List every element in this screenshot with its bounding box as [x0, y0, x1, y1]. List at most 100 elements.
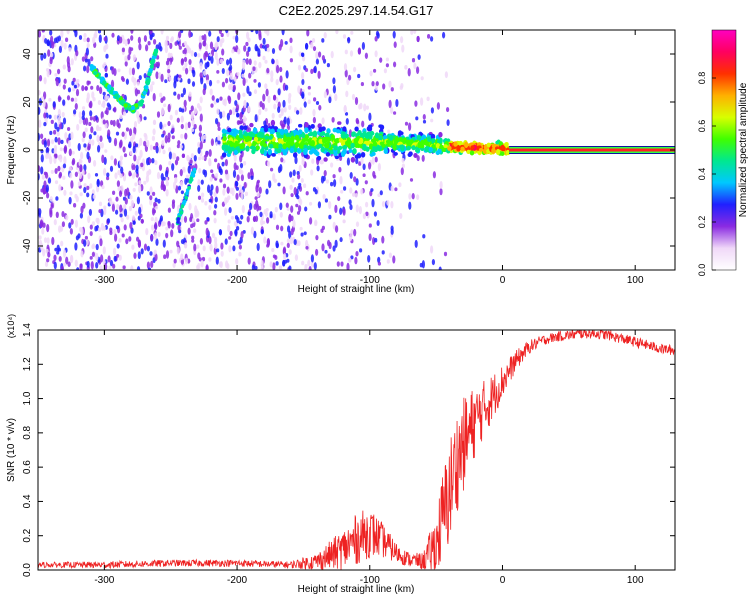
noise-blob: [218, 261, 222, 268]
noise-blob: [149, 251, 153, 256]
noise-blob: [349, 171, 353, 179]
noise-blob: [232, 245, 236, 252]
noise-blob: [414, 100, 418, 107]
noise-blob: [237, 240, 242, 245]
noise-blob: [443, 251, 448, 257]
noise-blob: [197, 195, 202, 200]
noise-blob: [242, 115, 247, 124]
band-blob: [289, 147, 295, 154]
noise-blob: [57, 165, 61, 172]
band-blob: [376, 144, 381, 151]
band-blob: [398, 141, 403, 146]
band-blob: [383, 148, 388, 155]
x-tick-label: 0: [500, 575, 506, 586]
noise-blob: [276, 64, 280, 74]
noise-blob: [357, 47, 361, 55]
noise-blob: [432, 171, 436, 179]
band-blob: [279, 128, 285, 136]
noise-blob: [140, 248, 144, 255]
noise-blob: [410, 30, 414, 35]
noise-blob: [93, 160, 97, 167]
noise-blob: [348, 199, 352, 205]
noise-blob: [46, 192, 50, 199]
noise-blob: [259, 211, 263, 218]
noise-blob: [376, 32, 380, 39]
noise-blob: [363, 103, 367, 112]
noise-blob: [109, 165, 114, 172]
noise-blob: [216, 69, 220, 74]
band-blob: [281, 148, 286, 153]
noise-blob: [193, 228, 197, 233]
noise-blob: [79, 263, 83, 270]
noise-blob: [409, 178, 414, 182]
noise-blob: [180, 239, 185, 245]
x-tick-label: -300: [94, 575, 114, 586]
noise-blob: [54, 153, 58, 159]
noise-blob: [360, 188, 364, 195]
noise-blob: [371, 80, 375, 87]
noise-blob: [370, 188, 374, 192]
noise-blob: [234, 100, 238, 106]
noise-blob: [50, 52, 54, 58]
noise-blob: [164, 45, 168, 54]
noise-blob: [311, 158, 315, 164]
noise-blob: [168, 160, 172, 166]
band-blob: [325, 141, 330, 149]
noise-blob: [198, 35, 202, 43]
noise-blob: [239, 162, 244, 169]
noise-blob: [152, 191, 156, 197]
noise-blob: [128, 67, 132, 76]
noise-blob: [158, 42, 162, 51]
noise-blob: [91, 251, 95, 257]
noise-blob: [106, 176, 110, 181]
noise-blob: [131, 244, 135, 250]
curve-blob: [114, 93, 119, 98]
noise-blob: [208, 236, 212, 245]
noise-blob: [151, 32, 155, 38]
noise-blob: [272, 213, 276, 221]
noise-blob: [282, 259, 286, 267]
noise-blob: [213, 210, 217, 216]
noise-blob: [200, 179, 204, 185]
noise-blob: [393, 41, 397, 48]
band-blob: [500, 144, 505, 152]
band-blob: [491, 143, 497, 149]
noise-blob: [235, 104, 239, 112]
noise-blob: [152, 145, 157, 150]
noise-blob: [68, 222, 72, 229]
noise-blob: [140, 162, 144, 168]
noise-blob: [284, 40, 288, 45]
noise-blob: [367, 254, 371, 263]
band-blob: [367, 126, 373, 132]
band-blob: [227, 127, 232, 133]
noise-blob: [150, 234, 154, 241]
noise-blob: [330, 181, 334, 187]
band-blob: [250, 145, 255, 150]
diag-blob: [189, 177, 193, 182]
noise-blob: [139, 149, 143, 158]
noise-blob: [70, 254, 74, 264]
noise-blob: [171, 127, 175, 133]
noise-blob: [176, 117, 180, 123]
noise-blob: [98, 209, 102, 214]
noise-blob: [52, 101, 56, 108]
noise-blob: [355, 157, 359, 165]
noise-blob: [109, 227, 113, 233]
noise-blob: [328, 96, 332, 104]
noise-blob: [287, 96, 291, 104]
noise-blob: [51, 236, 55, 246]
noise-blob: [204, 201, 208, 206]
noise-blob: [102, 119, 106, 125]
noise-blob: [122, 146, 126, 153]
noise-blob: [70, 58, 74, 66]
noise-blob: [411, 57, 416, 63]
noise-blob: [207, 55, 212, 61]
noise-blob: [91, 91, 95, 99]
noise-blob: [70, 180, 74, 189]
spectrogram-y-axis: -40 -20 0 20 40: [22, 48, 675, 253]
noise-blob: [421, 154, 425, 162]
noise-blob: [416, 66, 420, 74]
noise-blob: [256, 242, 260, 252]
noise-blob: [365, 201, 369, 208]
noise-blob: [179, 144, 183, 149]
